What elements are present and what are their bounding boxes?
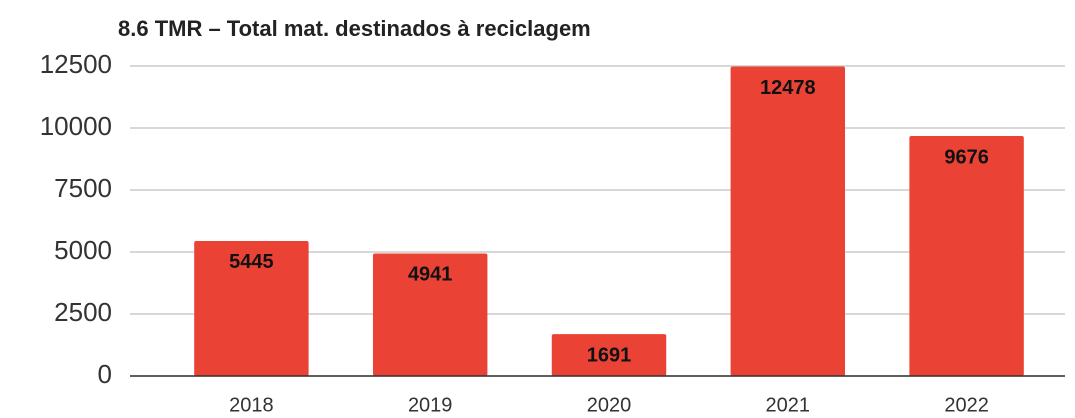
bar <box>909 136 1024 376</box>
bar <box>372 253 488 376</box>
y-tick-label: 7500 <box>54 173 112 203</box>
x-tick-label: 2019 <box>408 394 453 416</box>
data-label: 12478 <box>760 77 816 99</box>
data-label: 5445 <box>229 251 274 273</box>
y-tick-label: 5000 <box>54 235 112 265</box>
chart-title: 8.6 TMR – Total mat. destinados à recicl… <box>118 16 591 41</box>
y-tick-label: 12500 <box>40 49 112 79</box>
bar <box>730 66 846 377</box>
x-tick-label: 2021 <box>766 394 811 416</box>
x-tick-label: 2018 <box>229 394 274 416</box>
x-tick-label: 2020 <box>587 394 632 416</box>
data-label: 9676 <box>944 146 989 168</box>
data-label: 1691 <box>587 344 632 366</box>
y-tick-label: 0 <box>98 359 112 389</box>
y-tick-label: 2500 <box>54 297 112 327</box>
y-tick-label: 10000 <box>40 111 112 141</box>
x-tick-label: 2022 <box>944 394 989 416</box>
bar <box>551 334 667 376</box>
data-label: 4941 <box>408 264 453 286</box>
bar <box>194 240 309 376</box>
